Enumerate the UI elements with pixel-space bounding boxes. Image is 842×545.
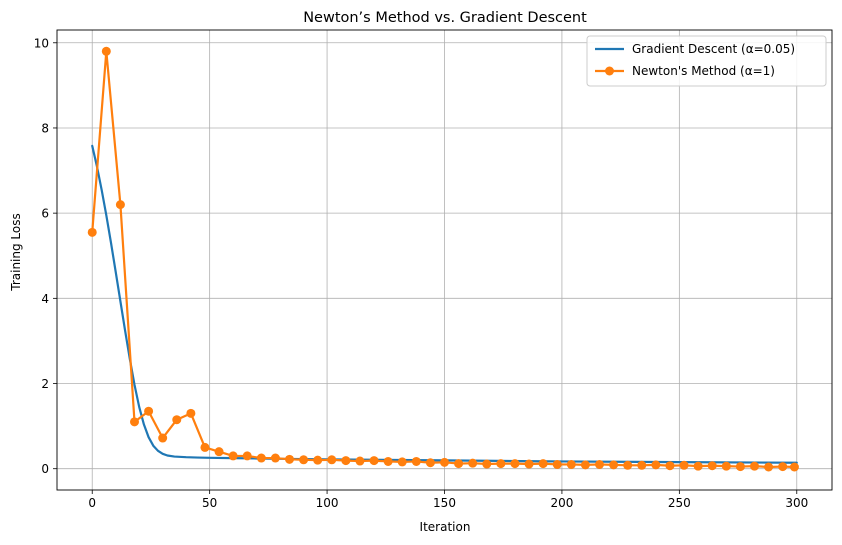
newtons-method-point <box>496 459 506 469</box>
newtons-method-point <box>482 459 492 469</box>
y-tick-label: 0 <box>41 462 49 476</box>
newtons-method-point <box>651 460 661 470</box>
newtons-method-point <box>327 455 337 465</box>
newtons-method-point <box>538 459 548 469</box>
x-axis-label: Iteration <box>420 520 471 534</box>
newtons-method-point <box>87 227 97 237</box>
newtons-method-point <box>200 442 210 452</box>
newtons-method-point <box>341 456 351 466</box>
newtons-method-point <box>144 406 154 416</box>
y-axis-ticks: 0 2 4 6 8 10 <box>34 36 57 476</box>
x-tick-label: 100 <box>316 496 339 510</box>
newtons-method-point <box>679 460 689 470</box>
y-tick-label: 10 <box>34 36 49 50</box>
x-tick-label: 300 <box>785 496 808 510</box>
chart-title: Newton’s Method vs. Gradient Descent <box>303 10 587 26</box>
newtons-method-point <box>764 462 774 472</box>
newtons-method-point <box>735 462 745 472</box>
newtons-method-point <box>383 456 393 466</box>
newtons-method-point <box>369 456 379 466</box>
legend-newton-marker-icon <box>605 66 614 76</box>
x-axis-ticks: 0 50 100 150 200 250 300 <box>88 490 808 510</box>
newtons-method-point <box>623 460 633 470</box>
x-tick-label: 200 <box>550 496 573 510</box>
newtons-method-point <box>158 433 168 443</box>
newtons-method-point <box>313 455 323 465</box>
newtons-method-point <box>721 461 731 471</box>
newtons-method-point <box>130 417 139 427</box>
newtons-method-point <box>750 461 759 471</box>
newtons-method-point <box>440 457 449 467</box>
x-tick-label: 0 <box>88 496 96 510</box>
newtons-method-point <box>595 459 604 469</box>
y-axis-label: Training Loss <box>9 213 23 291</box>
newtons-method-point <box>707 461 717 471</box>
newtons-method-point <box>172 415 182 425</box>
newtons-method-point <box>609 460 619 470</box>
newtons-method-point <box>580 460 590 470</box>
legend-newton-label: Newton's Method (α=1) <box>632 64 775 78</box>
newtons-method-point <box>454 459 464 469</box>
newtons-method-point <box>228 451 238 461</box>
newtons-method-point <box>411 456 421 466</box>
y-tick-label: 6 <box>41 207 49 221</box>
newtons-method-point <box>665 461 675 471</box>
newtons-method-point <box>270 453 280 463</box>
newtons-method-point <box>242 451 252 461</box>
newtons-method-point <box>355 456 365 466</box>
newtons-method-point <box>468 458 478 468</box>
newtons-method-point <box>693 461 703 471</box>
newtons-method-line <box>91 50 796 469</box>
y-tick-label: 4 <box>41 292 49 306</box>
x-tick-label: 150 <box>433 496 456 510</box>
newtons-method-point <box>524 459 534 469</box>
series-layer <box>87 46 799 472</box>
newtons-method-point <box>101 46 111 56</box>
newtons-method-point <box>256 453 266 463</box>
newtons-method-point <box>299 455 309 465</box>
newtons-method-point <box>397 457 407 467</box>
x-tick-label: 50 <box>202 496 217 510</box>
newtons-method-point <box>186 408 196 418</box>
newtons-method-point <box>778 462 788 472</box>
newtons-method-point <box>566 459 576 469</box>
newtons-method-point <box>552 459 562 469</box>
legend-box <box>586 35 827 87</box>
newtons-method-point <box>115 200 125 210</box>
newtons-method-point <box>425 458 435 468</box>
y-tick-label: 2 <box>41 377 49 391</box>
newtons-method-point <box>214 447 224 457</box>
newtons-method-point <box>637 460 647 470</box>
x-tick-label: 250 <box>668 496 691 510</box>
legend: Gradient Descent (α=0.05) Newton's Metho… <box>586 35 827 87</box>
legend-gd-label: Gradient Descent (α=0.05) <box>632 42 795 56</box>
newtons-method-point <box>510 459 520 469</box>
newtons-method-point <box>789 462 799 472</box>
y-tick-label: 8 <box>41 121 49 135</box>
newtons-method-point <box>285 454 294 464</box>
